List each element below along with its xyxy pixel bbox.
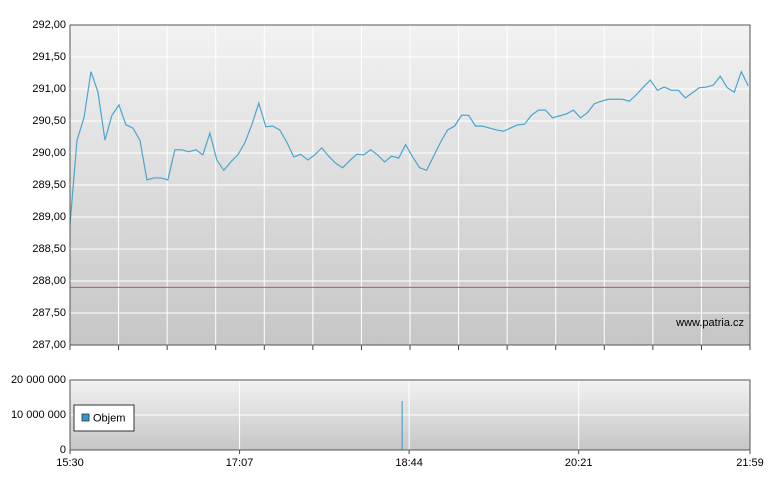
- plot-border: [69, 24, 751, 346]
- x-tick-label: 21:59: [736, 457, 764, 469]
- legend-label: Objem: [93, 412, 125, 424]
- y-tick-label: 289,50: [32, 179, 66, 191]
- price-line: [69, 70, 749, 225]
- x-tick-label: 17:07: [226, 457, 254, 469]
- x-tick-label: 18:44: [395, 457, 423, 469]
- y-tick-label: 10 000 000: [11, 409, 66, 421]
- y-tick-label: 288,00: [32, 275, 66, 287]
- y-tick-label: 288,50: [32, 243, 66, 255]
- y-tick-label: 20 000 000: [11, 374, 66, 386]
- y-tick-label: 291,50: [32, 51, 66, 63]
- watermark: www.patria.cz: [675, 317, 744, 329]
- y-tick-label: 289,00: [32, 211, 66, 223]
- y-tick-label: 287,50: [32, 307, 66, 319]
- y-tick-label: 292,00: [32, 19, 66, 31]
- x-tick-label: 15:30: [56, 457, 84, 469]
- y-tick-label: 0: [60, 444, 66, 456]
- plot-border: [69, 379, 751, 451]
- y-tick-label: 290,00: [32, 147, 66, 159]
- y-tick-label: 287,00: [32, 339, 66, 351]
- x-tick-label: 20:21: [565, 457, 593, 469]
- legend-swatch: [81, 413, 90, 422]
- y-tick-label: 290,50: [32, 115, 66, 127]
- y-tick-label: 291,00: [32, 83, 66, 95]
